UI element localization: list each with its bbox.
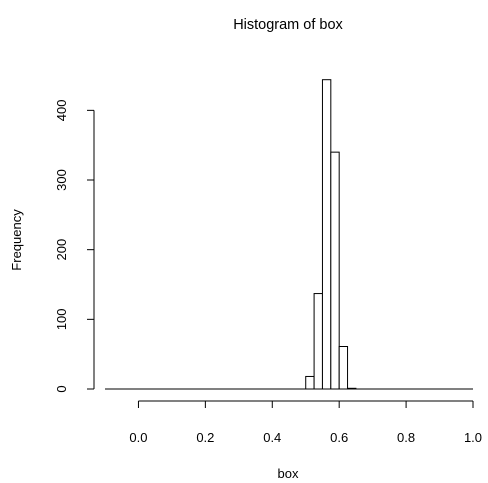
histogram-bar [338, 346, 349, 390]
y-axis: 0 100 200 300 400 [54, 99, 95, 393]
y-tick-label: 200 [54, 239, 69, 261]
x-tick-label: 0.6 [330, 430, 348, 445]
histogram-bar [330, 151, 340, 390]
y-tick-label: 300 [54, 169, 69, 191]
bars-group [305, 79, 357, 390]
chart-title: Histogram of box [233, 17, 343, 33]
x-tick-label: 0.2 [196, 430, 214, 445]
y-tick-label: 0 [54, 385, 69, 392]
x-axis-label: box [278, 466, 299, 481]
x-tick-label: 0.0 [129, 430, 147, 445]
histogram-bar [313, 293, 323, 390]
x-tick-label: 1.0 [464, 430, 482, 445]
x-tick-label: 0.8 [397, 430, 415, 445]
y-axis-label: Frequency [9, 209, 24, 271]
x-axis: 0.0 0.2 0.4 0.6 0.8 1.0 [129, 400, 482, 445]
y-tick-label: 100 [54, 308, 69, 330]
x-tick-label: 0.4 [263, 430, 281, 445]
histogram-bar [305, 375, 315, 390]
y-tick-label: 400 [54, 99, 69, 121]
histogram-bar [321, 79, 332, 390]
